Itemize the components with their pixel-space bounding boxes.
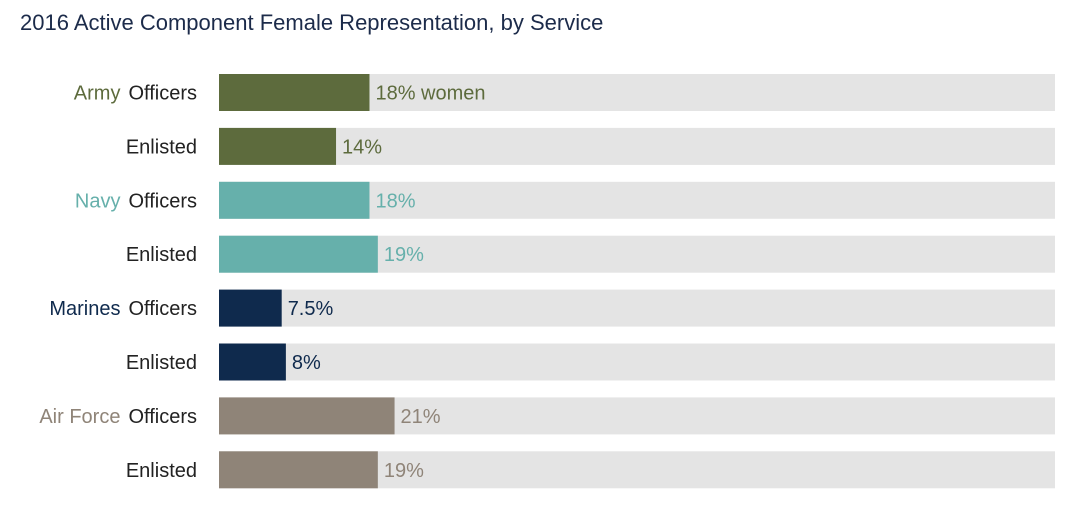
- chart-title: 2016 Active Component Female Representat…: [20, 10, 604, 35]
- data-label: 18%: [375, 190, 415, 212]
- row-label: Officers: [128, 190, 197, 212]
- bar: [219, 74, 370, 111]
- data-label: 7.5%: [288, 298, 334, 320]
- data-label: 21%: [401, 406, 441, 428]
- group-label: Marines: [49, 298, 120, 320]
- row-label: Enlisted: [126, 244, 197, 266]
- bar: [219, 343, 286, 381]
- bar: [219, 451, 378, 489]
- data-label: 14%: [342, 136, 382, 158]
- row-label: Officers: [128, 298, 197, 320]
- data-label: 19%: [384, 460, 424, 482]
- data-label: 18% women: [375, 83, 485, 105]
- row-label: Officers: [128, 406, 197, 428]
- bar: [219, 397, 395, 435]
- row-label: Enlisted: [126, 352, 197, 374]
- bar-track: [219, 289, 1055, 327]
- group-label: Navy: [75, 190, 121, 212]
- data-label: 19%: [384, 244, 424, 266]
- bar-track: [219, 127, 1055, 165]
- bar-track: [219, 343, 1055, 381]
- bar: [219, 289, 282, 327]
- bar: [219, 235, 378, 273]
- group-label: Army: [74, 83, 121, 105]
- row-label: Enlisted: [126, 460, 197, 482]
- group-label: Air Force: [39, 406, 120, 428]
- row-label: Enlisted: [126, 136, 197, 158]
- bar: [219, 181, 370, 219]
- row-label: Officers: [128, 83, 197, 105]
- bar: [219, 127, 337, 165]
- data-label: 8%: [292, 352, 321, 374]
